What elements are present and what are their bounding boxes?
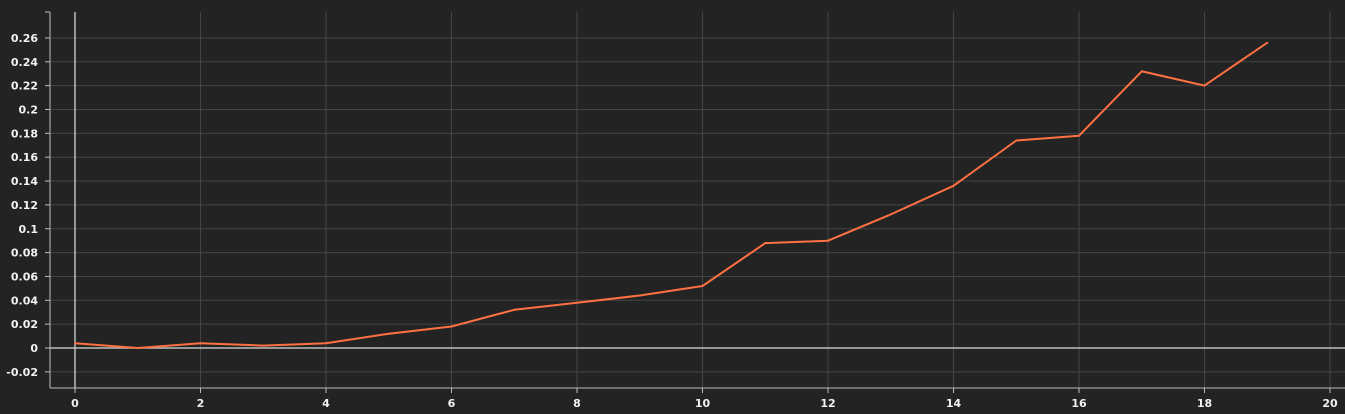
x-tick-label: 16 (1071, 397, 1087, 410)
y-tick-label: 0.1 (19, 223, 39, 236)
y-tick-label: 0 (30, 342, 38, 355)
y-tick-label: 0.26 (11, 32, 38, 45)
data-point (450, 325, 453, 328)
series-line (74, 41, 1268, 349)
y-tick-label: 0.06 (11, 270, 38, 283)
data-point (262, 344, 265, 347)
data-point (199, 342, 202, 345)
x-tick-label: 6 (448, 397, 456, 410)
data-point (513, 308, 516, 311)
data-point (74, 342, 76, 345)
x-tick-label: 4 (322, 397, 330, 410)
x-tick-label: 20 (1322, 397, 1338, 410)
x-tick-label: 10 (695, 397, 711, 410)
x-tick-label: 14 (946, 397, 962, 410)
y-tick-label: 0.08 (11, 247, 38, 260)
tick-label-layer: 0 2 4 6 8 10 12 14 16 18 20 -0.02 0 0.02 0.04 0.06 0.08 0… (6, 32, 1338, 410)
data-point (638, 294, 641, 297)
x-tick-label: 8 (573, 397, 581, 410)
y-tick-label: 0.14 (11, 175, 38, 188)
x-tick-label: 12 (820, 397, 835, 410)
grid-layer (50, 12, 1345, 388)
data-point (1203, 84, 1206, 87)
series-layer (74, 41, 1269, 349)
data-point (1015, 139, 1018, 142)
data-point (1140, 70, 1143, 73)
axis-layer (45, 11, 1345, 393)
y-tick-label: 0.22 (11, 80, 38, 93)
data-point (889, 213, 892, 216)
x-tick-label: 2 (197, 397, 205, 410)
y-tick-label: 0.18 (11, 127, 38, 140)
y-tick-label: -0.02 (6, 366, 38, 379)
y-tick-label: 0.02 (11, 318, 38, 331)
y-tick-label: 0.2 (19, 104, 39, 117)
data-point (1266, 41, 1269, 44)
data-point (387, 332, 390, 335)
y-tick-label: 0.16 (11, 151, 38, 164)
data-point (136, 347, 139, 349)
data-point (952, 184, 955, 187)
data-point (701, 284, 704, 287)
y-tick-label: 0.12 (11, 199, 38, 212)
data-point (1078, 134, 1080, 137)
y-tick-label: 0.04 (11, 294, 38, 307)
data-point (576, 301, 578, 304)
data-point (325, 342, 327, 345)
x-tick-label: 18 (1197, 397, 1212, 410)
x-tick-label: 0 (71, 397, 79, 410)
data-point (827, 239, 829, 242)
data-point (764, 242, 767, 245)
y-tick-label: 0.24 (11, 56, 38, 69)
